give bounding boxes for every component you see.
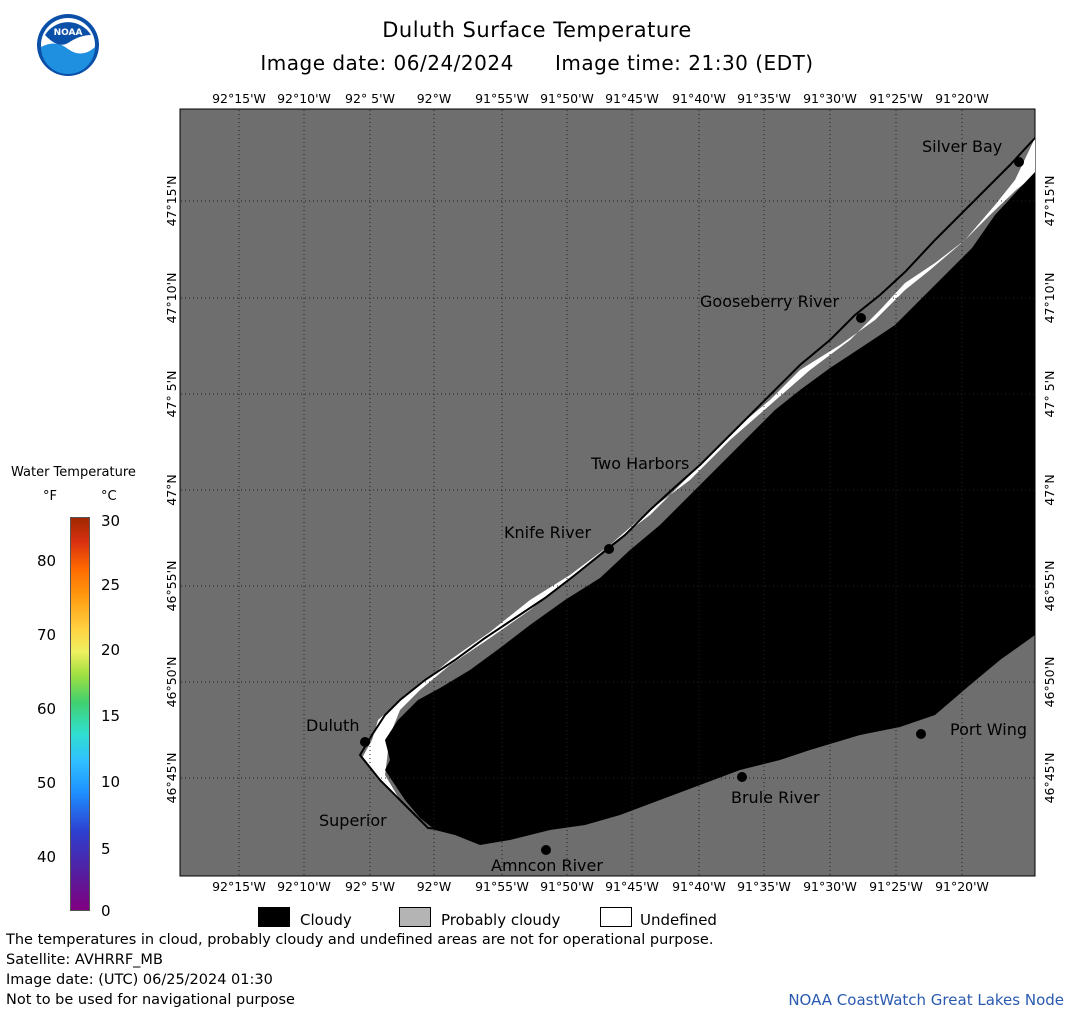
place-label-superior: Superior (319, 811, 387, 830)
place-label-amncon-river: Amncon River (491, 856, 603, 875)
lat-label-right: 47° 5'N (1042, 371, 1057, 418)
cloudy-swatch (258, 907, 290, 927)
lon-label-bottom: 91°40'W (672, 879, 726, 894)
place-marker-brule-river (737, 772, 747, 782)
place-label-silver-bay: Silver Bay (922, 137, 1002, 156)
place-label-duluth: Duluth (306, 716, 359, 735)
lon-label-bottom: 91°45'W (605, 879, 659, 894)
lon-label-top: 91°50'W (540, 91, 594, 106)
satellite-text: Satellite: AVHRRF_MB (6, 952, 163, 968)
lon-label-bottom: 92°W (417, 879, 452, 894)
place-label-knife-river: Knife River (504, 523, 592, 542)
lon-label-top: 91°40'W (672, 91, 726, 106)
cloudy-label: Cloudy (300, 911, 352, 929)
lat-label-right: 47°15'N (1042, 176, 1057, 227)
c-tick: 30 (101, 512, 121, 530)
lon-label-bottom: 91°55'W (475, 879, 529, 894)
place-label-port-wing: Port Wing (950, 720, 1027, 739)
credit-text: NOAA CoastWatch Great Lakes Node (788, 991, 1064, 1009)
lon-label-top: 91°55'W (475, 91, 529, 106)
lat-label-left: 46°45'N (164, 753, 179, 804)
place-label-gooseberry-river: Gooseberry River (700, 292, 839, 311)
cloud-key: Cloudy Probably cloudy Undefined (258, 905, 738, 933)
legend-title: Water Temperature (11, 465, 136, 480)
lon-label-bottom: 91°35'W (737, 879, 791, 894)
lon-label-bottom: 92° 5'W (345, 879, 395, 894)
probably-cloudy-swatch (399, 907, 431, 927)
lon-label-top: 92°15'W (212, 91, 266, 106)
disclaimer-text: The temperatures in cloud, probably clou… (6, 932, 714, 948)
place-markers (360, 157, 1024, 855)
lon-label-top: 91°45'W (605, 91, 659, 106)
f-tick: 80 (37, 552, 57, 570)
lon-label-bottom: 92°15'W (212, 879, 266, 894)
lon-label-bottom: 92°10'W (277, 879, 331, 894)
lon-label-top: 91°30'W (803, 91, 857, 106)
lat-label-right: 47°N (1042, 474, 1057, 506)
f-tick: 40 (37, 848, 57, 866)
lat-label-right: 46°55'N (1042, 561, 1057, 612)
c-tick: 5 (101, 840, 111, 858)
map-subtitle: Image date: 06/24/2024 Image time: 21:30… (0, 51, 1074, 75)
map-title: Duluth Surface Temperature (382, 18, 692, 42)
shoreline (358, 137, 1036, 831)
lat-label-left: 47° 5'N (164, 371, 179, 418)
noaa-logo-icon: NOAA (37, 14, 99, 76)
place-marker-knife-river (604, 544, 614, 554)
f-tick: 60 (37, 700, 57, 718)
temperature-colorbar (70, 517, 90, 911)
lat-label-right: 46°50'N (1042, 657, 1057, 708)
place-label-brule-river: Brule River (731, 788, 820, 807)
navigation-warning-text: Not to be used for navigational purpose (6, 992, 295, 1008)
c-tick: 0 (101, 902, 111, 920)
undefined-swatch (600, 907, 632, 927)
legend-unit-fahrenheit: °F (43, 489, 57, 504)
place-marker-port-wing (916, 729, 926, 739)
lon-label-bottom: 91°30'W (803, 879, 857, 894)
undefined-label: Undefined (640, 911, 717, 929)
c-tick: 20 (101, 641, 121, 659)
place-marker-silver-bay (1014, 157, 1024, 167)
lon-label-top: 92°10'W (277, 91, 331, 106)
utc-date-text: Image date: (UTC) 06/25/2024 01:30 (6, 972, 273, 988)
lat-label-left: 47°10'N (164, 273, 179, 324)
c-tick: 15 (101, 707, 121, 725)
lon-label-top: 91°25'W (869, 91, 923, 106)
lon-label-top: 91°35'W (737, 91, 791, 106)
lat-label-left: 46°55'N (164, 561, 179, 612)
place-marker-amncon-river (541, 845, 551, 855)
image-time: Image time: 21:30 (EDT) (554, 51, 814, 75)
f-tick: 70 (37, 626, 57, 644)
map-panel: Silver Bay Gooseberry River Two Harbors … (164, 91, 1057, 894)
c-tick: 10 (101, 773, 121, 791)
lon-label-top: 91°20'W (935, 91, 989, 106)
probably-cloudy-label: Probably cloudy (441, 911, 561, 929)
lat-label-right: 46°45'N (1042, 753, 1057, 804)
lon-label-top: 92° 5'W (345, 91, 395, 106)
place-label-two-harbors: Two Harbors (590, 454, 689, 473)
lon-label-bottom: 91°50'W (540, 879, 594, 894)
legend-unit-celsius: °C (101, 489, 117, 504)
place-marker-duluth (360, 737, 370, 747)
lat-label-left: 46°50'N (164, 657, 179, 708)
place-marker-gooseberry-river (856, 313, 866, 323)
lon-label-bottom: 91°20'W (935, 879, 989, 894)
lat-label-left: 47°15'N (164, 176, 179, 227)
lat-label-left: 47°N (164, 474, 179, 506)
lon-label-top: 92°W (417, 91, 452, 106)
lon-label-bottom: 91°25'W (869, 879, 923, 894)
lat-label-right: 47°10'N (1042, 273, 1057, 324)
image-date: Image date: 06/24/2024 (260, 51, 514, 75)
cloudy-area (385, 172, 1035, 845)
noaa-logo-text: NOAA (54, 28, 83, 38)
c-tick: 25 (101, 576, 121, 594)
f-tick: 50 (37, 774, 57, 792)
